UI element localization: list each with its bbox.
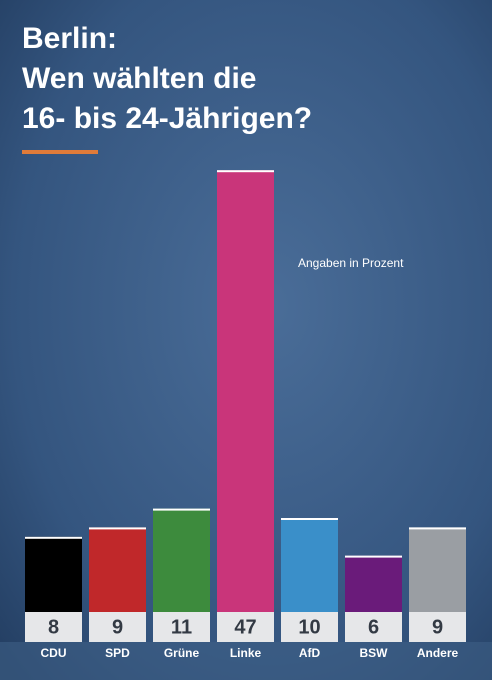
category-label: CDU xyxy=(41,646,67,660)
value-label: 9 xyxy=(112,616,123,638)
value-label: 47 xyxy=(234,616,256,638)
bar xyxy=(25,536,82,612)
title-underline xyxy=(22,150,98,154)
value-box xyxy=(217,612,274,642)
label-strip xyxy=(0,642,492,680)
bar-top-edge xyxy=(89,527,146,530)
bar-top-edge xyxy=(217,170,274,173)
bar xyxy=(409,527,466,612)
bar xyxy=(89,527,146,612)
bar-top-edge xyxy=(25,536,82,539)
category-label: BSW xyxy=(360,646,389,660)
value-box xyxy=(89,612,146,642)
value-box xyxy=(153,612,210,642)
value-box xyxy=(25,612,82,642)
value-box xyxy=(409,612,466,642)
bar-top-edge xyxy=(153,508,210,511)
category-label: SPD xyxy=(105,646,130,660)
value-box xyxy=(281,612,338,642)
title-line: Wen wählten die xyxy=(22,62,256,95)
bar xyxy=(217,170,274,612)
category-label: AfD xyxy=(299,646,321,660)
value-label: 8 xyxy=(48,616,59,638)
title-line: Berlin: xyxy=(22,22,117,55)
value-label: 6 xyxy=(368,616,379,638)
value-label: 11 xyxy=(171,616,192,638)
title-line: 16- bis 24-Jährigen? xyxy=(22,102,312,135)
bar xyxy=(281,518,338,612)
category-label: Linke xyxy=(230,646,262,660)
annotation: Angaben in Prozent xyxy=(298,256,404,270)
bar-top-edge xyxy=(409,527,466,530)
value-box xyxy=(345,612,402,642)
bar xyxy=(153,508,210,612)
bar-top-edge xyxy=(345,555,402,558)
value-label: 10 xyxy=(298,616,320,638)
value-label: 9 xyxy=(432,616,443,638)
category-label: Grüne xyxy=(164,646,200,660)
bar xyxy=(345,555,402,612)
bar-top-edge xyxy=(281,518,338,520)
category-label: Andere xyxy=(417,646,459,660)
